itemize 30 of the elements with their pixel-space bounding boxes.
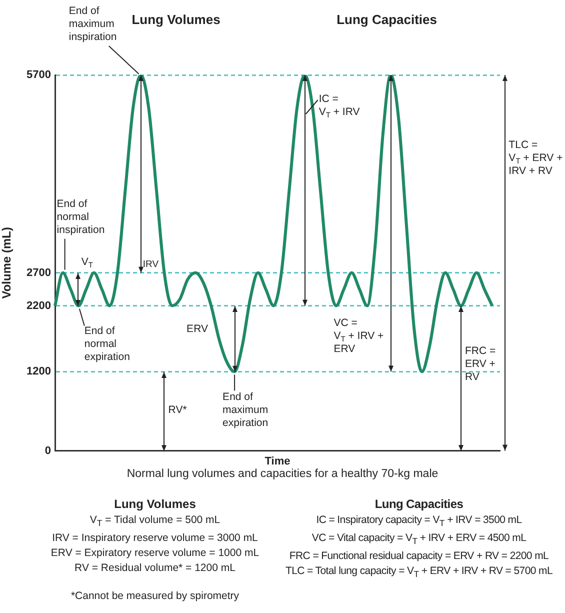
text: Lung Capacities	[374, 496, 464, 513]
x-axis-title: Time	[264, 455, 290, 468]
annotation: FRC = ERV + RV	[464, 344, 496, 383]
y-tick-label: 5700	[26, 69, 51, 82]
text: FRC = Functional residual capacity = ERV + RV = 2200 mL	[288, 549, 550, 564]
annotation: ERV	[186, 322, 208, 335]
y-tick-label: 2700	[26, 266, 51, 279]
text: V$_{T}$ = Tidal volume = 500 mL	[88, 513, 222, 530]
text: Normal lung volumes and capacities for a healthy 70-kg male	[126, 468, 440, 480]
y-tick-label: 0	[44, 444, 51, 457]
annotation: End of normal expiration	[84, 324, 130, 363]
text: TLC = Total lung capacity = V$_{T}$ + ERV + IRV + RV = 5700 mL	[284, 564, 554, 582]
text: IRV = Inspiratory reserve volume = 3000 mL	[51, 531, 259, 546]
text: ERV = Expiratory reserve volume = 1000 mL	[50, 546, 260, 562]
text: VC = Vital capacity = V$_{T}$ + IRV + ERV = 4500 mL	[310, 531, 528, 548]
y-tick-label: 2200	[26, 300, 51, 312]
y-tick-label: 1200	[26, 366, 51, 378]
text: *Cannot be measured by spirometry	[70, 590, 240, 602]
annotation: RV*	[168, 404, 187, 416]
line-series	[54, 75, 494, 374]
text: End of maximum inspiration	[68, 5, 117, 44]
text: Lung Capacities	[336, 12, 438, 28]
annotation: End of maximum expiration	[222, 390, 268, 429]
annotation: IRV	[142, 259, 160, 270]
text: Lung Volumes	[113, 496, 197, 513]
text: IC = Inspiratory capacity = V$_{T}$ + IRV = 3500 mL	[315, 513, 523, 530]
annotation: End of normal inspiration	[56, 198, 105, 236]
y-axis-title: Volume (mL)	[0, 227, 14, 299]
text: RV = Residual volume* = 1200 mL	[74, 562, 236, 574]
text: Lung Volumes	[132, 12, 220, 28]
